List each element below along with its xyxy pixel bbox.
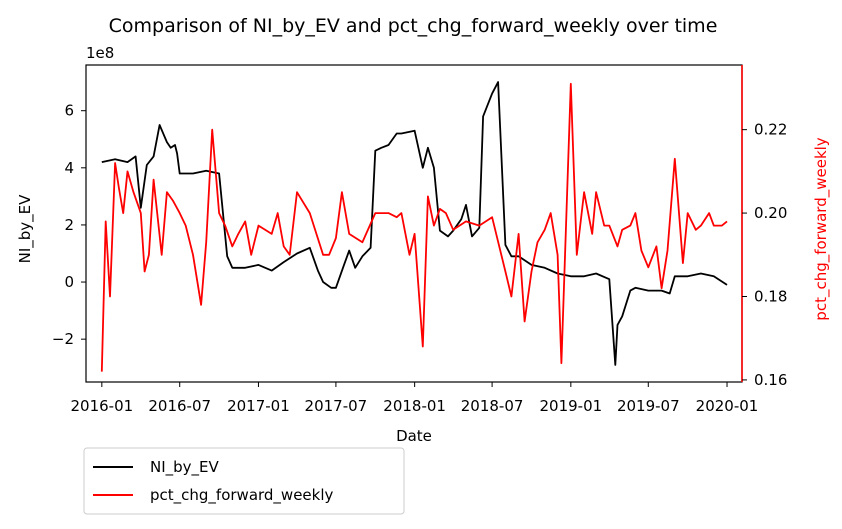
legend-box — [83, 447, 405, 515]
y-left-axis-label: NI_by_EV — [16, 194, 35, 264]
series-line-ni-by-ev — [101, 81, 728, 366]
left-axis-offset-label: 1e8 — [86, 44, 114, 62]
x-tick-label: 2017-01 — [227, 397, 290, 415]
series-line-pct-chg-forward-weekly — [100, 82, 728, 372]
y-left-tick-label: 0 — [64, 273, 74, 291]
x-tick-label: 2016-07 — [148, 397, 211, 415]
y-right-axis-label: pct_chg_forward_weekly — [812, 137, 831, 321]
y-right-tick-label: 0.20 — [754, 204, 787, 222]
x-tick-label: 2017-07 — [305, 397, 368, 415]
legend-label-ni-by-ev: NI_by_EV — [150, 458, 220, 477]
y-right-tick-label: 0.22 — [754, 121, 787, 139]
chart-title: Comparison of NI_by_EV and pct_chg_forwa… — [109, 15, 718, 37]
legend: NI_by_EV pct_chg_forward_weekly — [83, 447, 405, 515]
y-left-axis-ticks: −2 0 2 4 6 — [52, 102, 86, 348]
y-left-tick-label: −2 — [52, 330, 74, 348]
x-tick-label: 2018-01 — [383, 397, 446, 415]
y-left-tick-label: 6 — [64, 102, 74, 120]
x-tick-label: 2019-01 — [539, 397, 602, 415]
y-left-tick-label: 2 — [64, 216, 74, 234]
x-tick-label: 2016-01 — [70, 397, 133, 415]
x-axis-ticks: 2016-01 2016-07 2017-01 2017-07 2018-01 2018-… — [70, 382, 758, 415]
y-right-tick-label: 0.18 — [754, 287, 787, 305]
x-tick-label: 2018-07 — [461, 397, 524, 415]
y-right-tick-label: 0.16 — [754, 371, 787, 389]
y-left-tick-label: 4 — [64, 159, 74, 177]
y-right-axis-ticks: 0.16 0.18 0.20 0.22 — [742, 121, 787, 389]
x-tick-label: 2020-01 — [696, 397, 759, 415]
series-layer — [100, 81, 728, 372]
legend-label-pct-chg: pct_chg_forward_weekly — [150, 486, 334, 505]
x-axis-label: Date — [396, 427, 432, 445]
x-tick-label: 2019-07 — [617, 397, 680, 415]
